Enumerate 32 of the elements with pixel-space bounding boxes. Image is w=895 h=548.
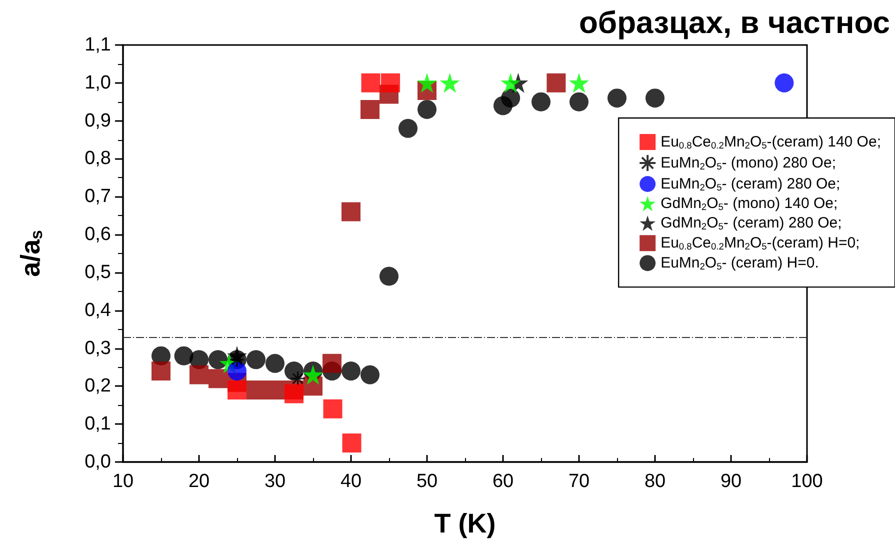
- y-tick-label: 0,7: [84, 186, 111, 208]
- x-tick-label: 40: [340, 471, 362, 492]
- x-tick-label: 100: [791, 471, 823, 492]
- y-tick-label: 1,0: [84, 72, 111, 94]
- y-tick-label: 0,4: [84, 300, 112, 321]
- chart-title: образцах, в частнос: [578, 5, 890, 40]
- x-tick-label: 70: [568, 471, 590, 492]
- text: Eu0.8Ce0.2Mn2O5-(ceram) H=0;: [660, 234, 860, 252]
- x-tick-label: 10: [112, 471, 134, 492]
- x-tick-label: 30: [264, 471, 286, 492]
- y-tick-label: 0,5: [84, 262, 111, 283]
- x-tick-label: 60: [492, 471, 514, 492]
- y-tick-label: 0,0: [84, 452, 111, 472]
- legend-label: EuMn2O5- (ceram) H=0.: [660, 254, 819, 272]
- legend-label: EuMn2O5- (ceram) 280 Oe;: [660, 176, 840, 192]
- y-axis-title: a/as: [15, 230, 46, 277]
- legend-label: GdMn2O5- (ceram) 280 Oe;: [660, 214, 842, 232]
- x-tick-label: 20: [188, 471, 210, 492]
- y-tick-label: 1,1: [84, 34, 111, 56]
- y-tick-label: 0,6: [84, 224, 111, 246]
- y-tick-label: 0,1: [84, 414, 111, 435]
- y-tick-label: 0,8: [84, 148, 111, 170]
- y-tick-label: 0,2: [84, 376, 111, 397]
- legend-label: GdMn2O5- (mono) 140 Oe;: [660, 195, 838, 212]
- legend-label: EuMn2O5- (mono) 280 Oe;: [660, 154, 836, 172]
- x-tick-label: 80: [644, 471, 666, 492]
- text: Eu0.8Ce0.2Mn2O5-(ceram) 140 Oe;: [660, 134, 882, 150]
- x-axis-title: T (K): [434, 508, 496, 538]
- y-tick-label: 0,3: [84, 338, 111, 359]
- x-tick-label: 50: [416, 471, 438, 492]
- x-tick-label: 90: [720, 471, 742, 492]
- y-tick-label: 0,9: [84, 110, 111, 132]
